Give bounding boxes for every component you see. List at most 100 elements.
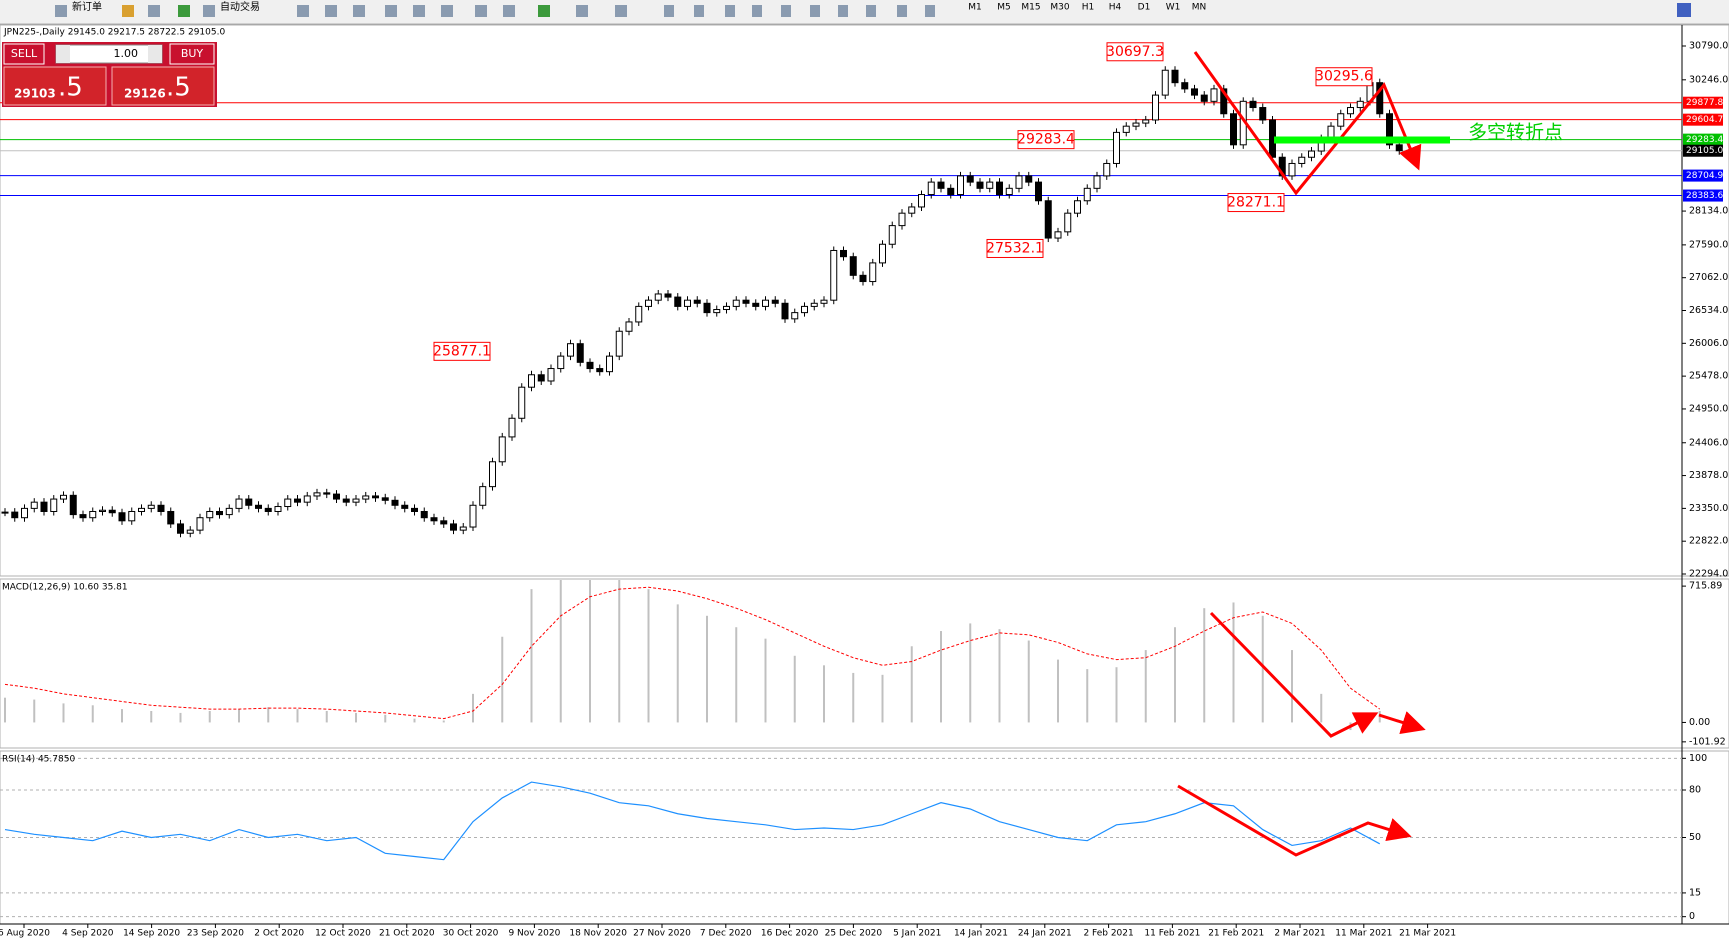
candle: [1230, 113, 1237, 146]
candle: [976, 181, 984, 189]
icon[interactable]: [1677, 3, 1691, 17]
annotation-label: 27532.1: [986, 240, 1044, 256]
candle: [518, 386, 526, 419]
candle: [89, 510, 97, 519]
candle: [245, 498, 253, 506]
icon[interactable]: [55, 5, 67, 17]
buy-label[interactable]: BUY: [181, 47, 204, 60]
candle: [1074, 200, 1081, 214]
icon[interactable]: [122, 5, 134, 17]
icon[interactable]: [810, 5, 820, 17]
icon[interactable]: [178, 5, 190, 17]
icon[interactable]: [838, 5, 848, 17]
candle: [713, 309, 721, 314]
timeframe-button[interactable]: W1: [1166, 3, 1181, 13]
icon[interactable]: [664, 5, 674, 17]
candle: [732, 299, 740, 307]
annotation-box: [433, 341, 491, 361]
candle: [762, 299, 769, 307]
timeframe-button[interactable]: M30: [1050, 3, 1069, 13]
timeframe-button[interactable]: M5: [997, 3, 1011, 13]
annotation-label: 30295.6: [1315, 69, 1373, 85]
icon[interactable]: [353, 5, 365, 17]
icon[interactable]: [866, 5, 876, 17]
candle: [21, 507, 28, 519]
volume-up[interactable]: [148, 45, 162, 63]
candle: [186, 529, 194, 534]
candle: [1103, 162, 1111, 177]
candle: [606, 355, 613, 373]
candle: [820, 299, 828, 304]
icon[interactable]: [925, 5, 935, 17]
candle: [167, 510, 175, 525]
y-tick-label: 27590.0: [1689, 239, 1728, 250]
icon[interactable]: [203, 5, 215, 17]
candle: [1220, 88, 1228, 115]
candle: [810, 302, 818, 307]
level-label: 29604.7: [1686, 115, 1723, 125]
macd-bar: [179, 712, 182, 723]
candle: [411, 507, 418, 512]
bid-box[interactable]: [3, 66, 107, 106]
macd-bar: [1261, 615, 1264, 723]
volume-down[interactable]: [56, 45, 70, 63]
candle: [323, 492, 331, 495]
icon[interactable]: [781, 5, 791, 17]
volume-value[interactable]: 1.00: [114, 47, 139, 60]
candle: [547, 368, 555, 382]
candle: [508, 417, 516, 438]
icon[interactable]: [503, 5, 515, 17]
ask-box[interactable]: [111, 66, 215, 106]
icon[interactable]: [538, 5, 550, 17]
x-tick-label: 16 Dec 2020: [761, 929, 819, 939]
icon[interactable]: [694, 5, 704, 17]
candle: [352, 498, 360, 503]
icon[interactable]: [385, 5, 397, 17]
candle: [986, 181, 994, 189]
candle: [1347, 107, 1354, 115]
timeframe-button[interactable]: M1: [968, 3, 982, 13]
volume-input[interactable]: [55, 44, 163, 64]
candle: [1337, 113, 1345, 127]
icon[interactable]: [752, 5, 762, 17]
sell-label[interactable]: SELL: [11, 47, 38, 60]
icon[interactable]: [897, 5, 907, 17]
candle: [1376, 82, 1384, 115]
timeframe-button[interactable]: MN: [1192, 3, 1207, 13]
icon[interactable]: [441, 5, 453, 17]
y-tick-label: 15: [1689, 887, 1701, 898]
candle: [459, 526, 467, 531]
candle: [69, 494, 77, 516]
macd-bar: [969, 623, 972, 723]
y-tick-label: 715.89: [1689, 581, 1722, 592]
candle: [888, 225, 896, 245]
candle: [284, 498, 292, 508]
icon[interactable]: [148, 5, 160, 17]
icon[interactable]: [413, 5, 425, 17]
icon[interactable]: [297, 5, 309, 17]
icon[interactable]: [325, 5, 337, 17]
pivot-note: 多空转折点: [1468, 122, 1563, 144]
candle: [801, 305, 808, 314]
icon[interactable]: [475, 5, 487, 17]
icon[interactable]: [725, 5, 735, 17]
timeframe-button[interactable]: H4: [1109, 3, 1122, 13]
y-tick-label: 50: [1689, 832, 1701, 843]
macd-bar: [940, 631, 942, 723]
candle: [196, 517, 204, 531]
timeframe-button[interactable]: D1: [1138, 3, 1151, 13]
candle: [947, 187, 955, 196]
icon[interactable]: [615, 5, 627, 17]
level-tag: [1683, 169, 1723, 182]
sell-button[interactable]: [3, 43, 45, 65]
buy-button[interactable]: [169, 43, 215, 65]
timeframe-button[interactable]: H1: [1082, 3, 1095, 13]
timeframe-button[interactable]: M15: [1021, 3, 1040, 13]
candle: [489, 461, 496, 488]
candle: [1005, 187, 1013, 196]
macd-bar: [618, 580, 621, 723]
candle: [1249, 100, 1257, 109]
icon[interactable]: [576, 5, 588, 17]
auto-trading-button[interactable]: 自动交易: [220, 0, 260, 13]
new-order-button[interactable]: 新订单: [72, 0, 102, 13]
